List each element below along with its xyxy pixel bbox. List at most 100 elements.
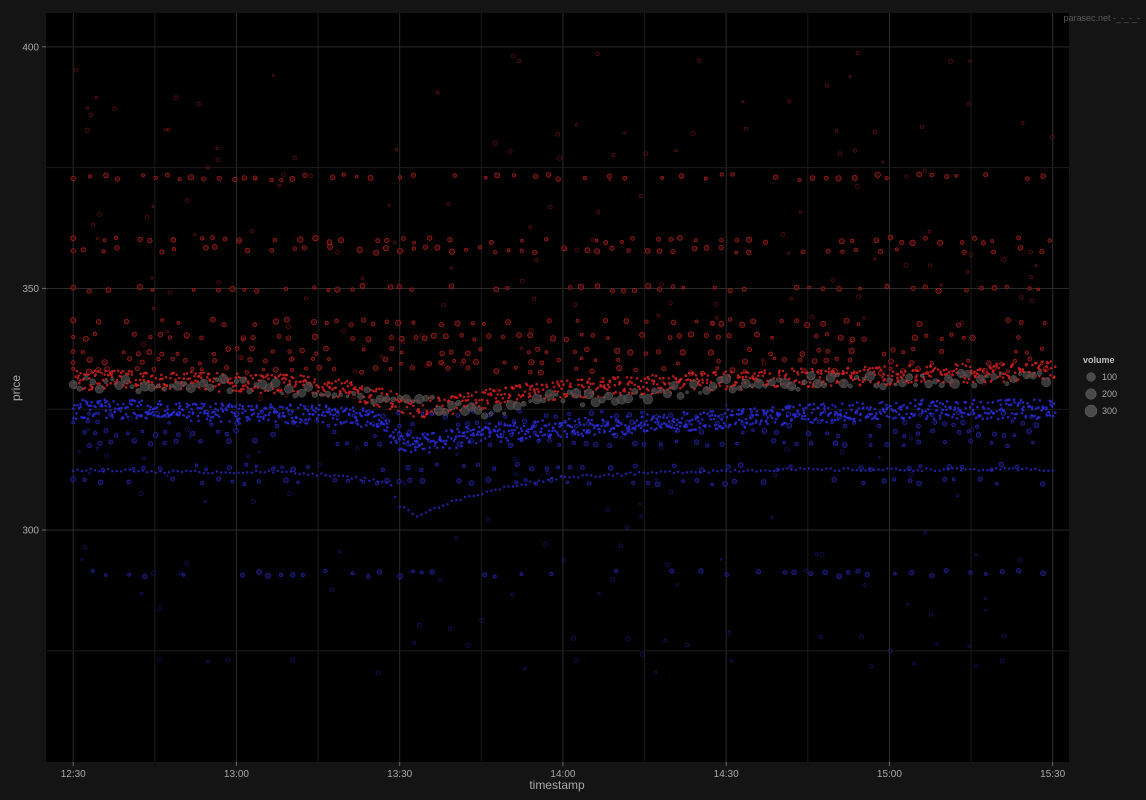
bid-deep-point <box>637 470 641 474</box>
bid-point <box>255 406 258 409</box>
bid-point <box>792 405 795 409</box>
outlier-point <box>1028 249 1033 255</box>
ask-point <box>242 287 247 292</box>
ask-point <box>778 369 781 373</box>
bid-point <box>200 402 204 406</box>
outlier-point <box>198 371 203 376</box>
bid-point <box>247 404 250 408</box>
bid-point <box>141 466 146 471</box>
bid-point <box>880 400 884 404</box>
ask-point <box>1004 284 1009 289</box>
bid-point <box>351 413 356 418</box>
bid-point <box>208 419 212 422</box>
bid-point <box>588 410 595 416</box>
ask-point <box>730 172 735 177</box>
bid-point <box>148 441 154 447</box>
bid-point <box>120 406 123 410</box>
bid-point <box>944 408 948 412</box>
bid-point <box>330 408 334 412</box>
outlier-point <box>308 173 313 179</box>
bid-point <box>364 410 368 413</box>
bid-point <box>136 404 139 408</box>
bid-point <box>523 478 528 483</box>
trade-point <box>331 392 338 399</box>
trade-point <box>1018 372 1022 376</box>
ask-point <box>643 351 648 356</box>
bid-deep-point <box>476 494 480 497</box>
trade-point <box>821 382 828 389</box>
bid-point <box>654 420 657 424</box>
ask-point <box>1027 286 1032 291</box>
x-tick-label: 15:00 <box>877 769 902 780</box>
bid-point <box>981 417 984 421</box>
bid-point <box>524 432 527 436</box>
ask-point <box>657 286 663 292</box>
ask-point <box>620 240 624 244</box>
trade-point <box>502 411 507 416</box>
bid-point <box>117 407 121 410</box>
ask-point <box>113 369 116 373</box>
ask-point <box>137 236 143 242</box>
bid-point <box>668 412 674 418</box>
ask-point <box>426 411 429 414</box>
ask-point <box>227 381 230 384</box>
outlier-point <box>278 387 282 391</box>
bid-point <box>580 465 585 470</box>
outlier-point <box>479 617 485 623</box>
bid-deep-point <box>307 473 310 477</box>
bid-point <box>925 417 928 421</box>
ask-point <box>556 390 560 393</box>
ask-point <box>369 393 373 397</box>
bid-point <box>927 408 930 411</box>
ask-point <box>410 172 416 178</box>
ask-point <box>361 317 367 323</box>
ask-point <box>293 385 296 388</box>
ask-point <box>1044 369 1047 372</box>
ask-point <box>679 386 682 390</box>
outlier-point <box>877 456 881 459</box>
bid-point <box>785 415 789 418</box>
ask-point <box>555 176 561 182</box>
outlier-point <box>948 382 953 387</box>
bid-point <box>567 465 572 470</box>
bid-point <box>520 429 524 433</box>
trade-point <box>168 383 174 389</box>
bid-point <box>131 466 136 471</box>
bid-point <box>235 417 239 421</box>
ask-point <box>70 284 76 291</box>
ask-point <box>667 377 671 380</box>
bid-point <box>376 424 380 428</box>
ask-point <box>667 381 671 385</box>
bid-point <box>200 407 203 410</box>
trade-point <box>990 373 998 381</box>
ask-point <box>871 366 875 370</box>
bid-point <box>938 401 942 405</box>
bid-point <box>587 481 592 486</box>
bid-point <box>199 411 202 414</box>
outlier-point <box>528 225 532 229</box>
ask-point <box>670 284 676 289</box>
outlier-point <box>665 562 670 567</box>
bid-deep-point <box>159 470 162 473</box>
bid-point <box>570 425 574 429</box>
bid-point <box>177 406 181 410</box>
bid-point <box>140 414 143 418</box>
bid-point <box>405 442 410 447</box>
ask-point <box>513 365 518 370</box>
bid-point <box>1020 421 1026 426</box>
ask-point <box>703 372 707 375</box>
outlier-point <box>459 361 465 367</box>
bid-point <box>786 404 790 408</box>
ask-point <box>125 372 128 375</box>
bid-point <box>751 422 755 425</box>
ask-point <box>266 373 269 377</box>
bid-point <box>278 405 282 409</box>
outlier-point <box>833 440 839 446</box>
bid-point <box>202 404 205 408</box>
bid-point <box>128 399 132 402</box>
bid-point <box>855 401 859 404</box>
bid-point <box>813 418 816 422</box>
ask-point <box>147 237 153 244</box>
ask-point <box>174 378 177 382</box>
ask-point <box>847 357 853 363</box>
